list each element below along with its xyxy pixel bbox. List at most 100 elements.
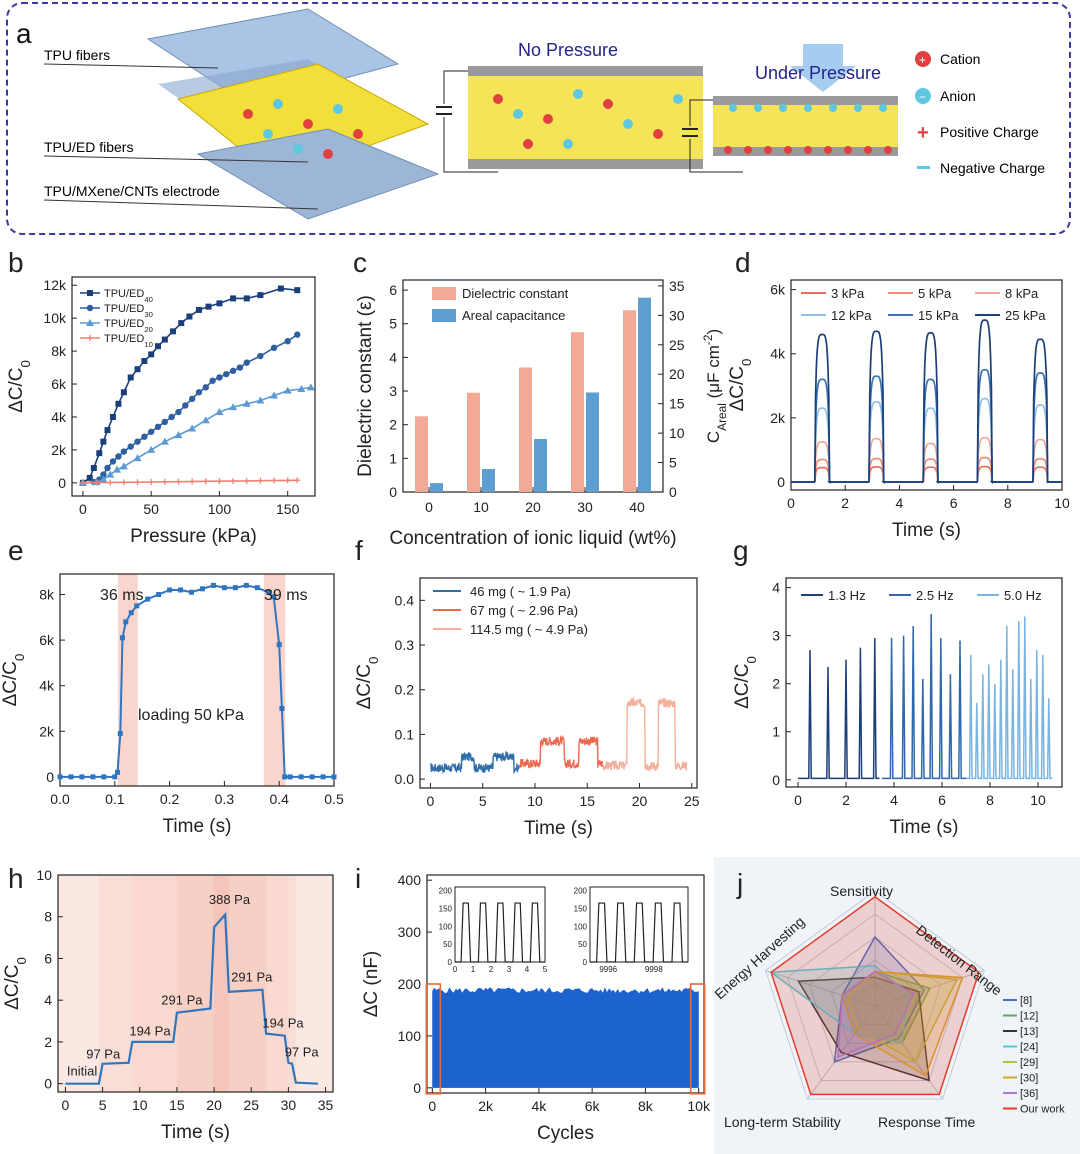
shaded-span bbox=[263, 574, 286, 786]
inset-x-tick-label: 0 bbox=[453, 965, 458, 974]
y-tick-label: 400 bbox=[398, 872, 422, 888]
y-tick-label: 1 bbox=[772, 724, 780, 740]
bar-areal bbox=[482, 469, 495, 492]
x-tick-label: 20 bbox=[525, 499, 541, 515]
radar-spoke bbox=[765, 969, 876, 1007]
y-tick-label: 6 bbox=[389, 282, 397, 298]
x-tick-label: 6k bbox=[585, 1098, 601, 1114]
panel-a-label: a bbox=[16, 18, 32, 49]
x-axis-label: Time (s) bbox=[892, 520, 961, 541]
x-axis-label: Time (s) bbox=[524, 818, 593, 839]
series-line bbox=[791, 319, 1062, 484]
legend-label: 46 mg ( ~ 1.9 Pa) bbox=[470, 584, 571, 599]
legend-label: [24] bbox=[1020, 1042, 1038, 1054]
radar-axis-label: Sensitivity bbox=[830, 883, 893, 899]
step-annotation: 291 Pa bbox=[161, 992, 203, 1007]
data-point bbox=[109, 413, 116, 420]
annotation-36ms: 36 ms bbox=[100, 587, 144, 604]
inset-trace bbox=[590, 902, 688, 963]
legend-label: TPU/ED20 bbox=[104, 318, 153, 334]
legend-label: [29] bbox=[1020, 1057, 1038, 1069]
pressure-band bbox=[228, 875, 267, 1092]
data-point bbox=[115, 769, 121, 775]
data-point bbox=[254, 585, 260, 591]
chart-c: 0 1 2 3 4 5 6 Dielectric constant (ε) 0 5 10 15 20 25… bbox=[355, 278, 729, 549]
capacitor-no-pressure bbox=[436, 66, 703, 173]
data-point bbox=[216, 374, 223, 381]
legend-swatch bbox=[432, 309, 456, 322]
inset-y-tick-label: 100 bbox=[439, 922, 453, 931]
svg-text:−: − bbox=[919, 90, 926, 104]
panel-c-label: c bbox=[353, 247, 367, 278]
pressure-band bbox=[266, 875, 289, 1092]
x-tick-label: 25 bbox=[243, 1097, 259, 1113]
data-point bbox=[320, 774, 326, 780]
data-point bbox=[283, 386, 292, 394]
data-point bbox=[107, 479, 114, 486]
legend-positive-charge: Positive Charge bbox=[940, 124, 1039, 140]
data-point bbox=[257, 352, 264, 360]
data-point bbox=[90, 774, 96, 780]
y-tick-label: 8 bbox=[44, 909, 52, 925]
plot-frame bbox=[790, 279, 1063, 491]
data-point bbox=[284, 477, 291, 484]
radar-series bbox=[797, 976, 930, 1082]
x-tick-label: 6 bbox=[950, 495, 958, 511]
bar-dielectric bbox=[623, 310, 636, 492]
y-tick-label: 2k bbox=[770, 410, 786, 426]
inset-x-tick-label: 4 bbox=[525, 965, 530, 974]
data-point bbox=[147, 428, 155, 435]
legend-label: 5 kPa bbox=[918, 286, 952, 301]
y-tick-label: 0 bbox=[389, 484, 397, 500]
data-point bbox=[201, 416, 210, 424]
annotation-39ms: 39 ms bbox=[264, 587, 308, 604]
y2-tick-label: 30 bbox=[669, 307, 685, 323]
layer-label-tpu: TPU fibers bbox=[44, 47, 110, 63]
panel-e-label: e bbox=[8, 535, 24, 566]
y-tick-label: 6 bbox=[44, 950, 52, 966]
radar-grid bbox=[852, 982, 898, 1026]
chart-g: 0 2 4 6 8 10 0 1 2 3 4 Time (s) ΔC/C0 1.3 Hz 2.5 Hz 5.0… bbox=[732, 577, 1063, 838]
legend-label: TPU/ED30 bbox=[104, 303, 153, 319]
data-point bbox=[243, 295, 250, 302]
y2-axis-label: CAreal (μF cm-2) bbox=[701, 329, 729, 443]
y-tick-label: 6k bbox=[51, 376, 67, 392]
y-tick-label: 2 bbox=[44, 1034, 52, 1050]
panel-i-label: i bbox=[355, 863, 361, 894]
x-tick-label: 0 bbox=[79, 501, 87, 517]
x-tick-label: 25 bbox=[684, 793, 700, 809]
data-point bbox=[120, 448, 128, 455]
series-line bbox=[430, 750, 520, 775]
x-tick-label: 20 bbox=[632, 793, 648, 809]
inset-right: 9996 9998 0 50 100 150 200 bbox=[574, 886, 689, 974]
series-line bbox=[518, 734, 604, 770]
highlight-box-right bbox=[689, 983, 706, 1095]
inset-x-tick-label: 1 bbox=[471, 965, 476, 974]
radar-grid bbox=[787, 913, 963, 1081]
data-point bbox=[188, 424, 197, 432]
data-point bbox=[284, 338, 291, 345]
y-tick-label: 4k bbox=[39, 678, 55, 694]
chart-d: 0 2 4 6 8 10 0 2k 4k 6k Time (s) ΔC/C0 3 kPa 5 kPa 8 k… bbox=[727, 279, 1070, 541]
data-point bbox=[155, 343, 162, 350]
data-point bbox=[104, 464, 111, 472]
x-axis-label: Time (s) bbox=[161, 1122, 230, 1143]
x-axis-label: Time (s) bbox=[163, 816, 232, 837]
y2-tick-label: 10 bbox=[669, 425, 685, 441]
data-point bbox=[79, 479, 86, 486]
data-point bbox=[175, 408, 182, 416]
series-line bbox=[882, 614, 966, 780]
data-point bbox=[148, 479, 155, 486]
data-point bbox=[161, 418, 169, 426]
y-axis-label: ΔC/C0 bbox=[727, 359, 754, 412]
legend-label: [30] bbox=[1020, 1073, 1038, 1085]
data-point bbox=[147, 445, 156, 453]
y2-tick-label: 5 bbox=[669, 455, 677, 471]
data-point bbox=[306, 383, 315, 391]
data-point bbox=[161, 478, 168, 485]
data-point bbox=[79, 774, 85, 780]
x-axis-label: Concentration of ionic liquid (wt%) bbox=[389, 528, 676, 549]
